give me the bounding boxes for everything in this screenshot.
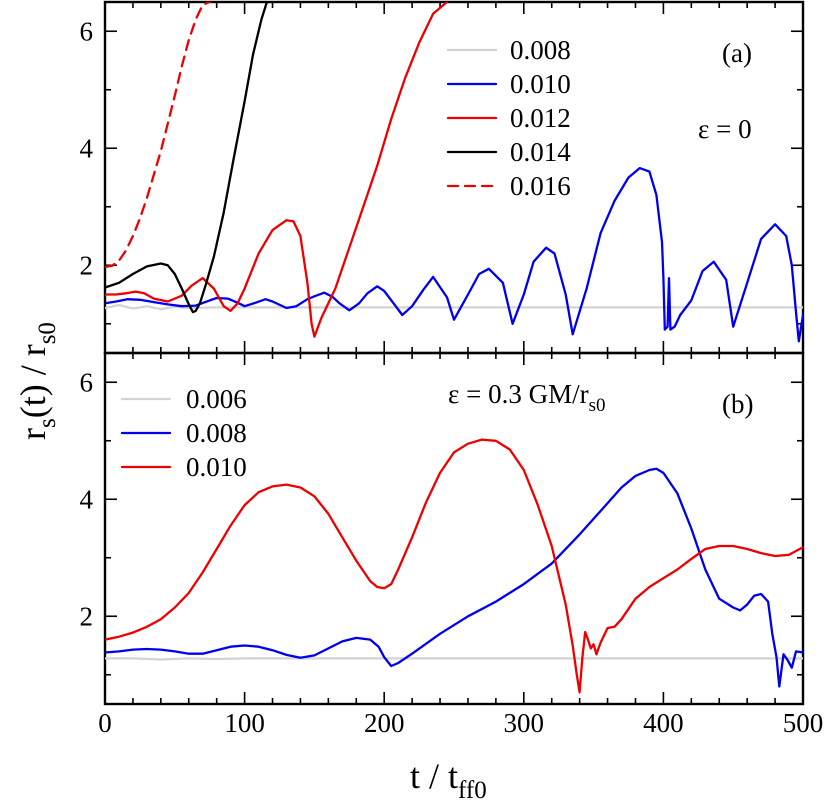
panel-b-frame xyxy=(103,351,805,706)
legend-label-0.016: 0.016 xyxy=(510,171,571,201)
series-line-b-0.008 xyxy=(105,467,803,688)
x-tick-label: 300 xyxy=(504,708,545,738)
ticks-layer: 2 4 6 2 4 6 0 100 200 300 400 500 xyxy=(80,2,824,738)
x-tick-label: 500 xyxy=(783,708,824,738)
legend-label-0.010: 0.010 xyxy=(510,69,571,99)
y-tick-label: 6 xyxy=(80,16,94,46)
legend-label-0.008: 0.008 xyxy=(186,418,247,448)
panel-a-epsilon: ε = 0 xyxy=(698,114,752,144)
y-axis-title-r: r xyxy=(13,428,53,440)
legend-label-0.014: 0.014 xyxy=(510,137,571,167)
x-axis-title-sub: ff0 xyxy=(458,777,487,804)
y-tick-label: 4 xyxy=(80,484,94,514)
x-tick-label: 200 xyxy=(364,708,405,738)
panel-b-epsilon-sub: s0 xyxy=(589,395,606,416)
y-tick-label: 2 xyxy=(80,601,94,631)
legend-label-0.010: 0.010 xyxy=(186,452,247,482)
x-tick-label: 400 xyxy=(643,708,684,738)
y-axis-title-sub1: s xyxy=(34,418,61,428)
y-tick-label: 2 xyxy=(80,250,94,280)
series-line-a-0.014 xyxy=(105,2,271,314)
series-line-b-0.010 xyxy=(105,438,803,694)
x-tick-label: 0 xyxy=(98,708,112,738)
legend-label-0.006: 0.006 xyxy=(186,384,247,414)
series-line-a-0.012 xyxy=(105,2,449,338)
legend-label-0.008: 0.008 xyxy=(510,35,571,65)
y-axis-title-sub2: s0 xyxy=(34,322,61,344)
panel-b-label: (b) xyxy=(722,389,753,419)
y-axis-title: rs(t) / rs0 xyxy=(13,322,61,440)
panel-b-epsilon-main: ε = 0.3 GM/r xyxy=(448,379,589,409)
series-line-a-0.008 xyxy=(105,303,803,311)
series-line-a-0.010 xyxy=(105,166,803,343)
y-axis-title-mid: (t) / r xyxy=(13,344,53,418)
panel-b-epsilon: ε = 0.3 GM/rs0 xyxy=(448,379,605,416)
legend-layer: 0.008 0.010 0.012 0.014 0.016 0.006 0.008 0.010 xyxy=(120,35,571,482)
series-line-b-0.006 xyxy=(105,657,803,661)
y-tick-label: 4 xyxy=(80,133,94,163)
series-line-a-0.016 xyxy=(105,2,211,269)
legend-label-0.012: 0.012 xyxy=(510,103,571,133)
y-tick-label: 6 xyxy=(80,367,94,397)
x-tick-label: 100 xyxy=(224,708,265,738)
x-axis-title: t / tff0 xyxy=(410,756,487,804)
panel-a-label: (a) xyxy=(722,38,752,68)
series-layer xyxy=(105,2,803,694)
x-axis-title-main: t / t xyxy=(410,756,458,796)
